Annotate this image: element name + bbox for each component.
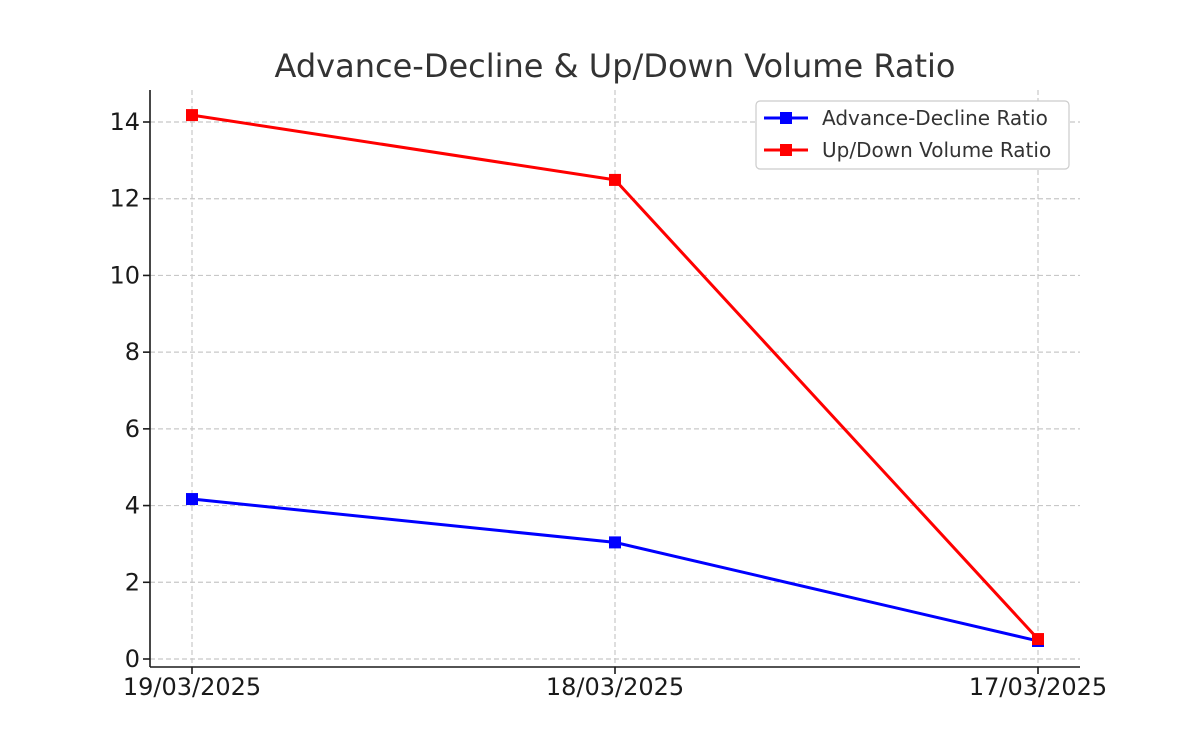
- y-tick-label: 12: [109, 185, 140, 213]
- legend-label: Advance-Decline Ratio: [822, 106, 1048, 130]
- series-1-point: [1032, 633, 1044, 646]
- series-line-1: [191, 113, 1040, 641]
- legend-swatch-marker: [780, 112, 792, 124]
- y-tick-label: 10: [109, 261, 140, 289]
- ticks: 0 2 4 6 8 10 12 14 19/03/2025 18/03/2025 17/03/202…: [109, 108, 1107, 701]
- legend-label: Up/Down Volume Ratio: [822, 138, 1051, 162]
- y-tick-label: 14: [109, 108, 140, 136]
- y-tick-label: 2: [125, 568, 140, 596]
- legend: Advance-Decline Ratio Up/Down Volume Rati…: [755, 100, 1070, 170]
- y-tick-label: 8: [125, 338, 140, 366]
- series-layer: [186, 109, 1044, 647]
- chart-title: Advance-Decline & Up/Down Volume Ratio: [275, 47, 956, 85]
- series-1-point: [609, 173, 621, 186]
- x-tick-label: 18/03/2025: [546, 673, 684, 701]
- x-tick-label: 17/03/2025: [969, 673, 1107, 701]
- grid-lines: [150, 90, 1080, 667]
- series-1-point: [186, 109, 198, 122]
- series-0-point: [186, 493, 198, 506]
- y-tick-label: 6: [125, 415, 140, 443]
- legend-box: [755, 100, 1070, 170]
- x-tick-label: 19/03/2025: [123, 673, 261, 701]
- y-tick-label: 4: [125, 492, 140, 520]
- series-0-point: [609, 536, 621, 549]
- y-tick-label: 0: [125, 645, 140, 673]
- legend-swatch-marker: [780, 144, 792, 156]
